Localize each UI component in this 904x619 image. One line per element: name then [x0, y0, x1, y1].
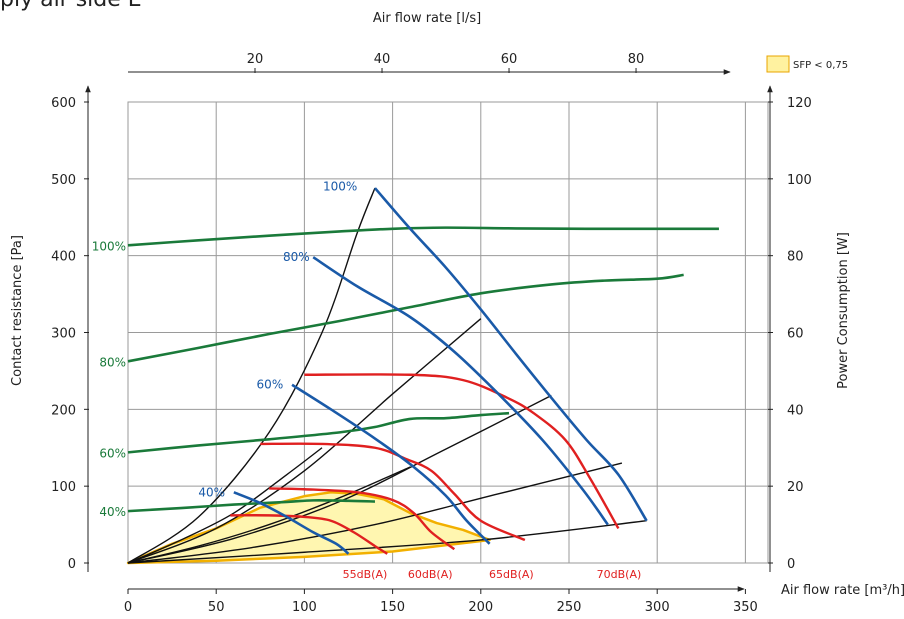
x2-tick-label: 80	[628, 52, 645, 67]
x2-tick-label: 40	[374, 52, 391, 67]
pressure-curve-label: 60%	[257, 378, 284, 392]
pressure-curve-label: 80%	[283, 250, 310, 264]
noise-curve	[304, 373, 620, 530]
system-curve	[127, 318, 482, 564]
x-tick-label: 50	[208, 600, 225, 615]
y-tick-label: 300	[51, 327, 76, 342]
y2-tick-label: 100	[787, 173, 812, 188]
x-tick-label: 300	[645, 600, 670, 615]
y2-tick-label: 120	[787, 96, 812, 111]
x2-axis-title: Air flow rate [l/s]	[373, 11, 481, 26]
system-curve	[127, 520, 647, 564]
y-tick-label: 100	[51, 480, 76, 495]
pressure-curve-label: 40%	[198, 485, 225, 499]
x-tick-label: 350	[733, 600, 758, 615]
pressure-curve	[373, 187, 648, 522]
x-tick-label: 200	[468, 600, 493, 615]
power-curve-label: 80%	[99, 355, 126, 369]
y-tick-label: 600	[51, 96, 76, 111]
x-tick-label: 100	[292, 600, 317, 615]
power-curve-label: 40%	[99, 505, 126, 519]
noise-label: 55dB(A)	[343, 568, 388, 581]
y2-tick-label: 80	[787, 250, 804, 265]
y-axis-title: Contact resistance [Pa]	[10, 235, 25, 386]
y2-tick-label: 40	[787, 403, 804, 418]
noise-label: 60dB(A)	[408, 568, 453, 581]
system-curve	[127, 466, 411, 564]
legend-swatch	[766, 55, 790, 73]
system-curve	[127, 462, 623, 564]
power-curve	[127, 499, 375, 513]
x-tick-label: 150	[380, 600, 405, 615]
y-tick-label: 500	[51, 173, 76, 188]
power-curve	[127, 273, 684, 363]
noise-label: 70dB(A)	[597, 568, 642, 581]
y2-tick-label: 0	[787, 557, 795, 572]
y-tick-label: 0	[68, 557, 76, 572]
pressure-curve	[291, 383, 491, 545]
noise-curve	[260, 442, 526, 542]
system-curve	[127, 187, 376, 564]
x-tick-label: 0	[124, 600, 132, 615]
y2-axis-title: Power Consumption [W]	[836, 232, 851, 389]
noise-curve	[230, 514, 388, 555]
y2-tick-label: 20	[787, 480, 804, 495]
pressure-curve-label: 100%	[323, 180, 357, 194]
x2-tick-label: 20	[247, 52, 264, 67]
power-curve-label: 60%	[99, 446, 126, 460]
sfp-region	[126, 491, 491, 565]
y-tick-label: 200	[51, 403, 76, 418]
x-tick-label: 250	[557, 600, 582, 615]
power-curve	[127, 226, 719, 247]
y2-tick-label: 60	[787, 327, 804, 342]
x2-tick-label: 60	[501, 52, 518, 67]
legend-label: SFP < 0,75	[793, 60, 848, 71]
noise-label: 65dB(A)	[489, 568, 534, 581]
y-tick-label: 400	[51, 250, 76, 265]
x-axis-title: Air flow rate [m³/h]	[781, 583, 904, 598]
noise-curve	[269, 487, 456, 551]
pressure-curve	[312, 256, 609, 526]
pressure-curve	[233, 491, 350, 555]
power-curve	[127, 411, 510, 454]
system-curve	[127, 447, 323, 564]
page-title: ply air side E	[0, 0, 142, 12]
power-curve-label: 100%	[92, 239, 126, 253]
